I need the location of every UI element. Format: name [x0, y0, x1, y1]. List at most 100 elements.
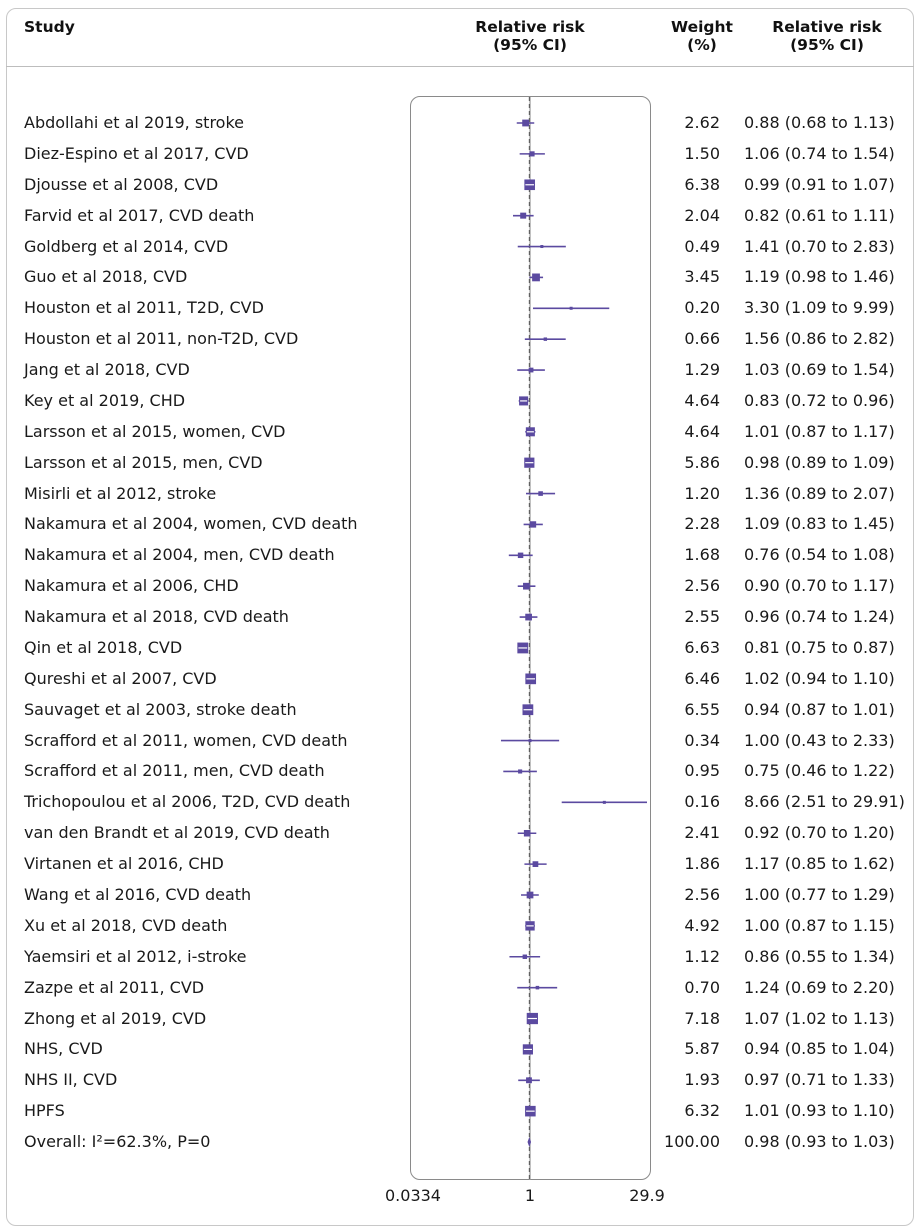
study-label: Xu et al 2018, CVD death: [24, 915, 228, 935]
study-label: Nakamura et al 2004, women, CVD death: [24, 514, 358, 534]
study-label: Houston et al 2011, T2D, CVD: [24, 298, 264, 318]
weight-value: 5.86: [684, 452, 720, 472]
relative-risk-ci-value: 1.07 (1.02 to 1.13): [744, 1008, 895, 1028]
study-marker: [523, 521, 543, 528]
weight-value: 6.32: [684, 1101, 720, 1121]
relative-risk-ci-value: 0.97 (0.71 to 1.33): [744, 1070, 895, 1090]
study-label: NHS, CVD: [24, 1039, 103, 1059]
weight-square: [528, 739, 532, 743]
study-marker: [524, 337, 566, 341]
weight-square: [569, 306, 573, 310]
weight-square: [529, 521, 537, 528]
weight-value: 1.86: [684, 854, 720, 874]
weight-value: 2.62: [684, 113, 720, 132]
relative-risk-ci-value: 1.00 (0.43 to 2.33): [744, 730, 895, 750]
study-label: Farvid et al 2017, CVD death: [24, 205, 255, 225]
weight-square: [526, 891, 534, 899]
weight-value: 2.41: [684, 823, 720, 843]
weight-value: 4.64: [684, 421, 720, 441]
weight-value: 7.18: [684, 1008, 720, 1028]
weight-value: 3.45: [684, 267, 720, 287]
study-marker: [513, 212, 534, 219]
study-marker: [524, 179, 535, 191]
relative-risk-ci-value: 0.99 (0.91 to 1.07): [744, 174, 895, 194]
relative-risk-ci-value: 0.83 (0.72 to 0.96): [744, 390, 895, 410]
weight-value: 6.63: [684, 637, 720, 657]
study-marker: [517, 829, 537, 837]
study-label: Yaemsiri et al 2012, i-stroke: [24, 946, 247, 966]
study-marker: [518, 1077, 540, 1084]
study-label: Sauvaget et al 2003, stroke death: [24, 699, 297, 719]
weight-value: 1.20: [684, 483, 720, 503]
header-divider: [6, 66, 914, 67]
relative-risk-ci-value: 0.75 (0.46 to 1.22): [744, 761, 895, 781]
weight-square: [518, 769, 523, 774]
relative-risk-ci-value: 0.88 (0.68 to 1.13): [744, 113, 895, 132]
study-label: van den Brandt et al 2019, CVD death: [24, 823, 330, 843]
weight-square: [532, 273, 540, 282]
study-marker: [522, 704, 534, 716]
study-label: Qin et al 2018, CVD: [24, 637, 183, 657]
weight-value: 5.87: [684, 1039, 720, 1059]
weight-square: [540, 245, 544, 249]
x-tick-label: 1: [524, 1186, 536, 1205]
relative-risk-ci-value: 1.00 (0.87 to 1.15): [744, 915, 895, 935]
study-marker: [561, 800, 647, 804]
weight-square: [528, 367, 534, 373]
study-marker: [525, 1105, 536, 1117]
study-marker: [525, 427, 536, 437]
study-marker: [524, 457, 535, 468]
weight-value: 2.04: [684, 205, 720, 225]
study-label: Djousse et al 2008, CVD: [24, 174, 219, 194]
figure-frame: [6, 8, 914, 1226]
x-tick-label: 29.9: [629, 1186, 665, 1205]
weight-square: [522, 954, 528, 959]
relative-risk-ci-value: 3.30 (1.09 to 9.99): [744, 298, 895, 318]
weight-value: 4.64: [684, 390, 720, 410]
study-label: Goldberg et al 2014, CVD: [24, 236, 229, 256]
weight-value: 0.20: [684, 298, 720, 318]
relative-risk-ci-value: 0.96 (0.74 to 1.24): [744, 607, 895, 627]
study-label: Houston et al 2011, non-T2D, CVD: [24, 329, 299, 349]
relative-risk-ci-value: 8.66 (2.51 to 29.91): [744, 792, 905, 812]
weight-value: 2.55: [684, 607, 720, 627]
study-marker: [517, 985, 558, 990]
relative-risk-ci-value: 0.82 (0.61 to 1.11): [744, 205, 895, 225]
weight-value: 1.93: [684, 1070, 720, 1090]
relative-risk-ci-value: 1.19 (0.98 to 1.46): [744, 267, 895, 287]
weight-value: 1.50: [684, 143, 720, 163]
study-marker: [517, 367, 545, 373]
relative-risk-ci-value: 0.94 (0.85 to 1.04): [744, 1039, 895, 1059]
relative-risk-ci-value: 0.94 (0.87 to 1.01): [744, 699, 895, 719]
weight-square: [529, 151, 535, 157]
header-relative-risk-ci: Relative risk (95% CI): [772, 18, 882, 54]
study-marker: [522, 1044, 533, 1055]
weight-value: 2.56: [684, 576, 720, 596]
relative-risk-ci-value: 1.24 (0.69 to 2.20): [744, 977, 895, 997]
study-marker: [526, 491, 556, 496]
header-weight: Weight (%): [671, 18, 733, 54]
relative-risk-ci-value: 1.56 (0.86 to 2.82): [744, 329, 895, 349]
header-study: Study: [24, 18, 75, 36]
relative-risk-ci-value: 1.01 (0.87 to 1.17): [744, 421, 895, 441]
study-marker: [526, 1012, 538, 1025]
overall-label: Overall: I²=62.3%, P=0: [24, 1132, 211, 1152]
study-label: Abdollahi et al 2019, stroke: [24, 113, 245, 132]
relative-risk-ci-value: 1.06 (0.74 to 1.54): [744, 143, 895, 163]
weight-square: [602, 800, 606, 804]
study-label: Misirli et al 2012, stroke: [24, 483, 217, 503]
relative-risk-ci-value: 0.98 (0.89 to 1.09): [744, 452, 895, 472]
header-relative-risk-plot: Relative risk (95% CI): [475, 18, 585, 54]
weight-square: [517, 552, 524, 559]
study-label: Zazpe et al 2011, CVD: [24, 977, 205, 997]
weight-value: 0.70: [684, 977, 720, 997]
study-marker: [500, 739, 560, 743]
study-label: Qureshi et al 2007, CVD: [24, 668, 217, 688]
relative-risk-ci-value: 0.81 (0.75 to 0.87): [744, 637, 895, 657]
study-label: Diez-Espino et al 2017, CVD: [24, 143, 249, 163]
relative-risk-ci-value: 0.86 (0.55 to 1.34): [744, 946, 895, 966]
study-label: Scrafford et al 2011, women, CVD death: [24, 730, 348, 750]
relative-risk-ci-value: 1.00 (0.77 to 1.29): [744, 885, 895, 904]
relative-risk-ci-value: 1.36 (0.89 to 2.07): [744, 483, 895, 503]
study-marker: [525, 921, 535, 931]
